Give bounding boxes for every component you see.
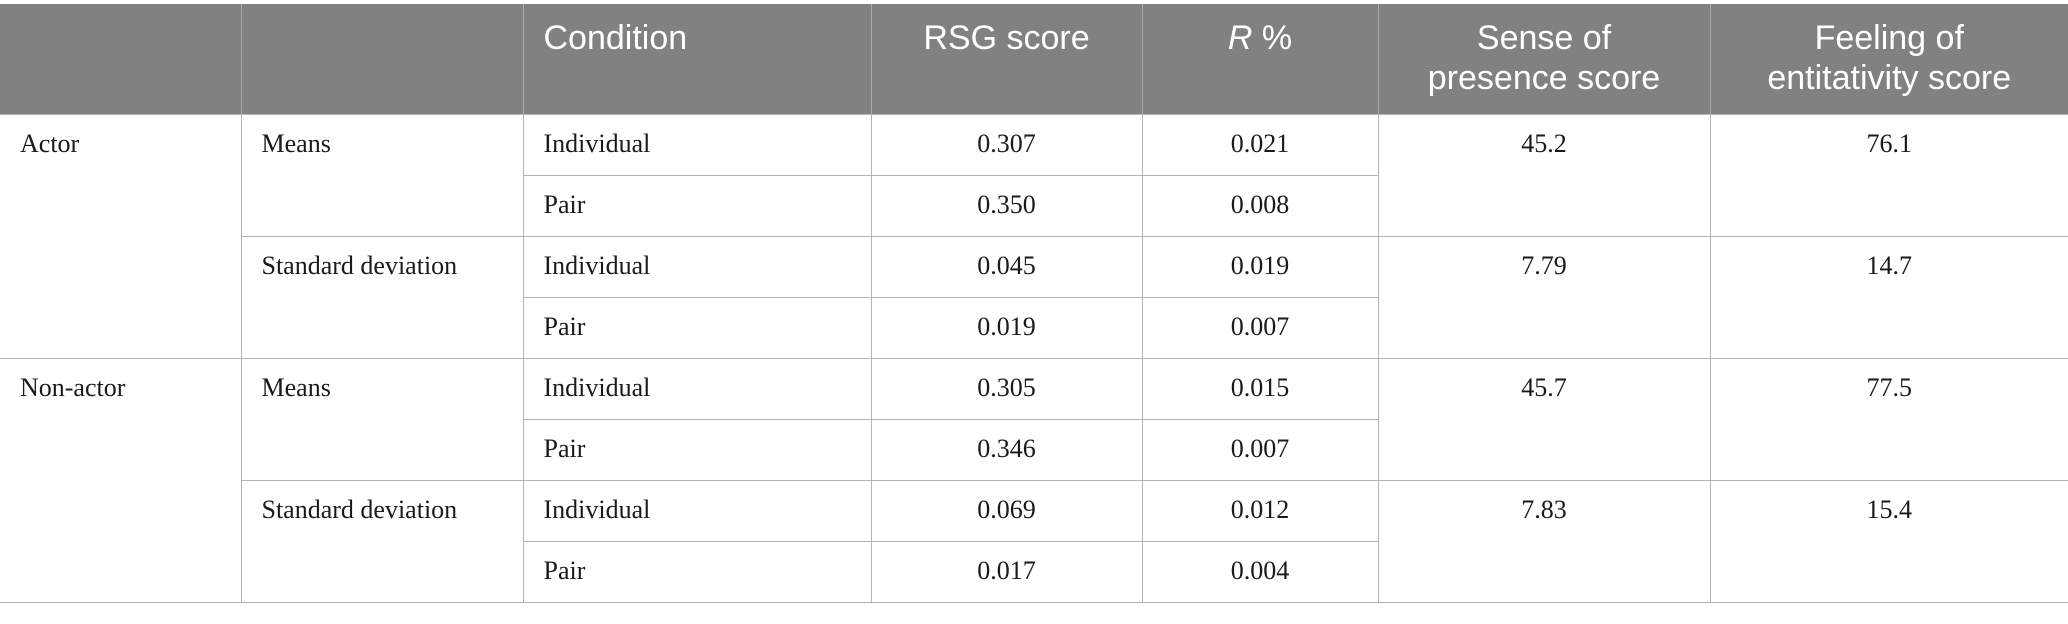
header-entitativity-line1: Feeling of	[1814, 19, 1964, 57]
header-presence-line1: Sense of	[1476, 19, 1612, 57]
results-table: Condition RSG score R % Sense of presence…	[0, 4, 2068, 603]
header-statistic	[240, 4, 524, 114]
rsg-score-cell: 0.307	[870, 113, 1143, 176]
condition-cell: Pair	[522, 540, 872, 603]
table-row: Pair 0.017 0.004	[0, 540, 2068, 603]
condition-cell: Individual	[522, 479, 872, 542]
statistic-label: Standard deviation	[240, 479, 524, 603]
header-entitativity: Feeling of entitativity score	[1709, 4, 2068, 114]
r-percent-cell: 0.015	[1141, 357, 1379, 420]
header-group	[0, 4, 242, 114]
rsg-score-cell: 0.045	[870, 235, 1143, 298]
condition-cell: Pair	[522, 418, 872, 481]
condition-cell: Pair	[522, 296, 872, 359]
group-label: Actor	[0, 113, 242, 359]
table-row: Standard deviation Individual 0.045 0.01…	[0, 235, 2068, 359]
entitativity-score-cell: 15.4	[1709, 479, 2068, 603]
condition-cell: Individual	[522, 357, 872, 420]
entitativity-score-cell: 76.1	[1709, 113, 2068, 237]
header-rsg-score: RSG score	[870, 4, 1143, 114]
condition-cell: Individual	[522, 113, 872, 176]
header-entitativity-line2: entitativity score	[1767, 59, 2012, 97]
presence-score-cell: 45.7	[1377, 357, 1711, 481]
statistic-label: Standard deviation	[240, 235, 524, 359]
group-label: Non-actor	[0, 357, 242, 603]
statistic-label: Means	[240, 113, 524, 237]
r-percent-cell: 0.007	[1141, 418, 1379, 481]
r-percent-cell: 0.019	[1141, 235, 1379, 298]
condition-cell: Pair	[522, 174, 872, 237]
header-r-variable: R	[1227, 19, 1253, 57]
header-sense-of-presence: Sense of presence score	[1377, 4, 1711, 114]
header-r-percent: R %	[1141, 4, 1379, 114]
presence-score-cell: 7.79	[1377, 235, 1711, 359]
condition-cell: Individual	[522, 235, 872, 298]
table-row: Non-actor Means Individual 0.305 0.015 4…	[0, 357, 2068, 603]
presence-score-cell: 45.2	[1377, 113, 1711, 237]
rsg-score-cell: 0.305	[870, 357, 1143, 420]
header-condition: Condition	[522, 4, 872, 114]
header-row: Condition RSG score R % Sense of presence…	[0, 4, 2068, 114]
entitativity-score-cell: 14.7	[1709, 235, 2068, 359]
entitativity-score-cell: 77.5	[1709, 357, 2068, 481]
table-header: Condition RSG score R % Sense of presence…	[0, 4, 2068, 114]
header-r-unit: %	[1252, 19, 1293, 57]
table-row: Pair 0.350 0.008	[0, 174, 2068, 237]
statistic-label: Means	[240, 357, 524, 481]
table-row: Actor Means Individual 0.307 0.021 45.2 …	[0, 113, 2068, 359]
r-percent-cell: 0.004	[1141, 540, 1379, 603]
rsg-score-cell: 0.019	[870, 296, 1143, 359]
header-presence-line2: presence score	[1427, 59, 1661, 97]
r-percent-cell: 0.021	[1141, 113, 1379, 176]
table-row: Standard deviation Individual 0.069 0.01…	[0, 479, 2068, 603]
rsg-score-cell: 0.350	[870, 174, 1143, 237]
rsg-score-cell: 0.346	[870, 418, 1143, 481]
r-percent-cell: 0.008	[1141, 174, 1379, 237]
rsg-score-cell: 0.017	[870, 540, 1143, 603]
r-percent-cell: 0.007	[1141, 296, 1379, 359]
rsg-score-cell: 0.069	[870, 479, 1143, 542]
table-body: Actor Means Individual 0.307 0.021 45.2 …	[0, 113, 2068, 603]
presence-score-cell: 7.83	[1377, 479, 1711, 603]
r-percent-cell: 0.012	[1141, 479, 1379, 542]
